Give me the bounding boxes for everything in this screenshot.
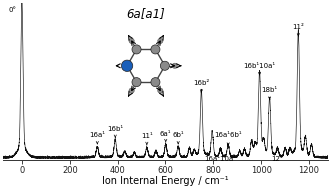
X-axis label: Ion Internal Energy / cm⁻¹: Ion Internal Energy / cm⁻¹ [102,176,229,186]
Text: 16b¹: 16b¹ [107,126,123,138]
Text: 16b²: 16b² [193,80,210,92]
Text: 0°: 0° [9,7,17,13]
Text: 16a¹: 16a¹ [89,132,105,144]
Text: 6b¹: 6b¹ [172,132,184,144]
Text: 16b¹10a¹: 16b¹10a¹ [244,63,276,75]
Text: 16a¹6b¹: 16a¹6b¹ [214,132,242,145]
Text: 6a[a1]: 6a[a1] [126,8,166,20]
Text: 11¹: 11¹ [141,133,153,145]
Text: 16a¹10a¹: 16a¹10a¹ [205,150,237,162]
Text: 18b¹: 18b¹ [261,87,278,99]
Text: 6a¹: 6a¹ [160,131,171,142]
Text: 11²: 11² [292,24,304,36]
Text: 12¹: 12¹ [272,149,283,162]
